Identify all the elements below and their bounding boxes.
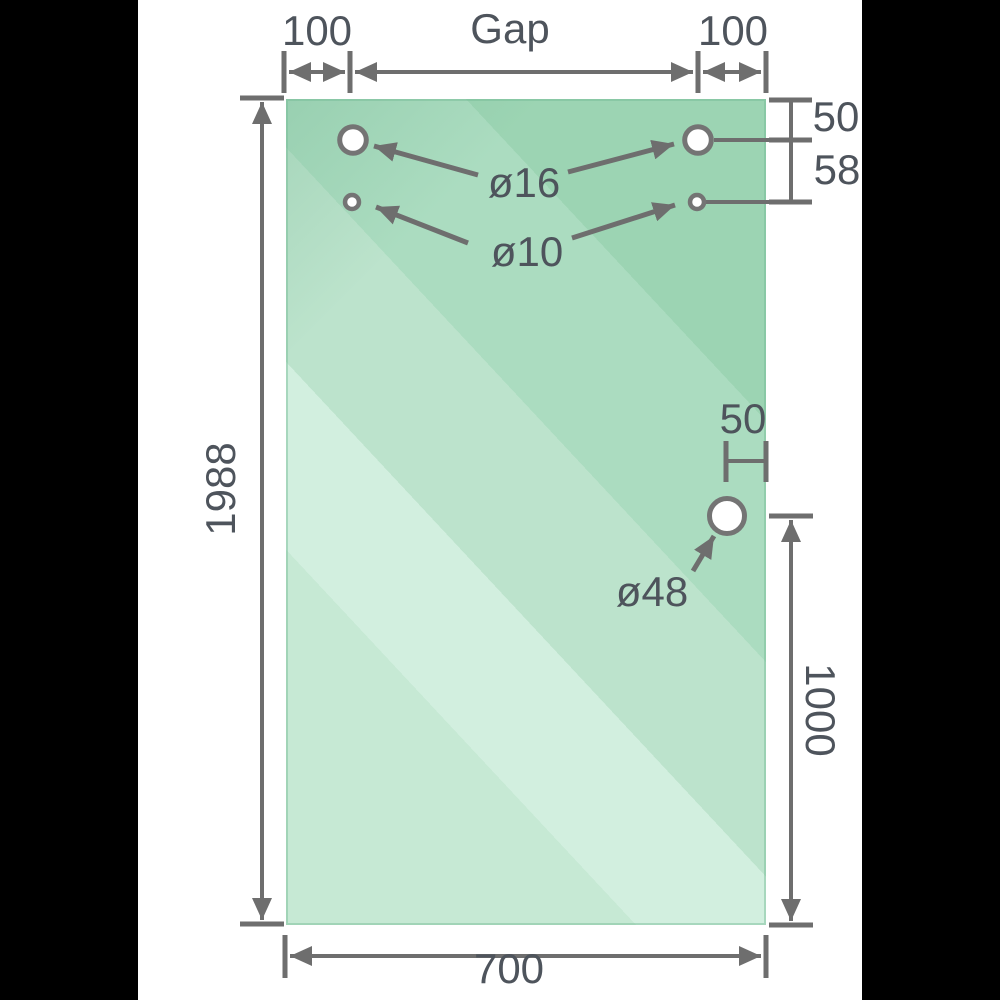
dim-label-top-right-100: 100 [697, 7, 769, 54]
hole-label-d48: ø48 [615, 568, 689, 615]
hole-10-left [342, 192, 362, 212]
dim-panel-height [240, 95, 284, 927]
dim-label-58: 58 [813, 146, 861, 193]
dim-label-width-700: 700 [473, 945, 545, 992]
glass-panel [286, 99, 766, 925]
dim-handle-height [769, 513, 813, 928]
dim-label-gap: Gap [470, 5, 550, 52]
hole-10-right [687, 192, 707, 212]
drill-holes [337, 124, 747, 536]
arrow-d10-left [375, 204, 469, 246]
hole-pointer-arrows [373, 139, 717, 573]
hole-label-d16: ø16 [487, 159, 561, 206]
dim-top-edge [281, 51, 769, 93]
hole-label-d10: ø10 [490, 228, 564, 275]
dim-label-50-edge: 50 [812, 93, 860, 140]
dim-right-hole-offsets [706, 97, 812, 205]
dim-label-top-left-100: 100 [281, 7, 353, 54]
hole-48-handle [707, 496, 747, 536]
dim-handle-edge-offset [723, 441, 769, 482]
arrow-d16-right [567, 139, 675, 175]
arrow-d48 [690, 534, 717, 573]
arrow-d16-left [373, 142, 479, 178]
dim-label-height-1988: 1988 [197, 442, 244, 536]
dim-panel-width [282, 935, 769, 978]
dim-label-handle-1000: 1000 [797, 663, 844, 757]
dim-label-handle-50: 50 [719, 395, 767, 442]
arrow-d10-right [571, 202, 676, 241]
hole-16-left [337, 124, 369, 156]
hole-16-right [682, 124, 714, 156]
